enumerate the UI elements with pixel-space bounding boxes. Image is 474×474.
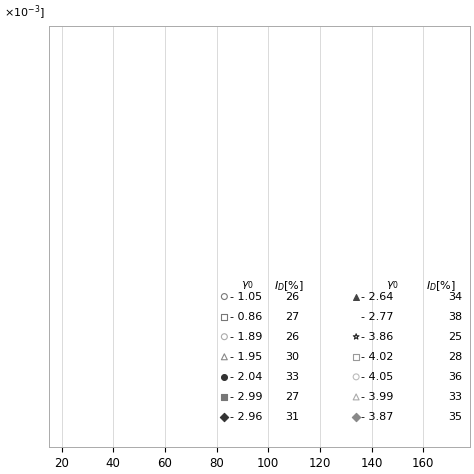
Text: $\times 10^{-3}$]: $\times 10^{-3}$] [4, 4, 45, 22]
Text: 31: 31 [285, 412, 299, 422]
Text: 27: 27 [285, 392, 299, 402]
Point [220, 373, 228, 381]
Point [220, 293, 228, 301]
Text: - 4.02: - 4.02 [361, 352, 394, 362]
Point [352, 293, 360, 301]
Text: $\gamma_0$: $\gamma_0$ [386, 279, 399, 291]
Text: 33: 33 [448, 392, 462, 402]
Text: $I_D$[%]: $I_D$[%] [274, 279, 304, 292]
Text: 30: 30 [285, 352, 299, 362]
Text: - 3.86: - 3.86 [361, 332, 393, 342]
Point [352, 353, 360, 361]
Text: 27: 27 [285, 311, 299, 322]
Text: - 2.04: - 2.04 [229, 372, 262, 382]
Point [220, 333, 228, 340]
Text: 28: 28 [448, 352, 462, 362]
Point [352, 413, 360, 421]
Text: - 3.99: - 3.99 [361, 392, 394, 402]
Text: 25: 25 [448, 332, 462, 342]
Text: - 1.05: - 1.05 [229, 292, 262, 301]
Text: 33: 33 [285, 372, 299, 382]
Text: - 2.96: - 2.96 [229, 412, 262, 422]
Text: - 2.64: - 2.64 [361, 292, 394, 301]
Point [220, 313, 228, 320]
Text: 26: 26 [285, 332, 299, 342]
Text: 36: 36 [448, 372, 462, 382]
Text: 35: 35 [448, 412, 462, 422]
Point [220, 413, 228, 421]
Point [220, 353, 228, 361]
Text: 38: 38 [448, 311, 462, 322]
Text: - 2.99: - 2.99 [229, 392, 262, 402]
Point [352, 373, 360, 381]
Point [352, 313, 360, 320]
Text: $\gamma_0$: $\gamma_0$ [241, 279, 254, 291]
Point [352, 393, 360, 401]
Point [352, 333, 360, 340]
Text: - 1.95: - 1.95 [229, 352, 262, 362]
Text: - 0.86: - 0.86 [229, 311, 262, 322]
Text: 26: 26 [285, 292, 299, 301]
Text: $\Phi = 9.568\ln(1+0.348\xi)$: $\Phi = 9.568\ln(1+0.348\xi)$ [0, 473, 1, 474]
Text: - 2.77: - 2.77 [361, 311, 394, 322]
Text: 34: 34 [448, 292, 462, 301]
Text: $I_D$[%]: $I_D$[%] [427, 279, 456, 292]
Text: - 4.05: - 4.05 [361, 372, 393, 382]
Text: - 1.89: - 1.89 [229, 332, 262, 342]
Point [220, 393, 228, 401]
Text: - 3.87: - 3.87 [361, 412, 394, 422]
